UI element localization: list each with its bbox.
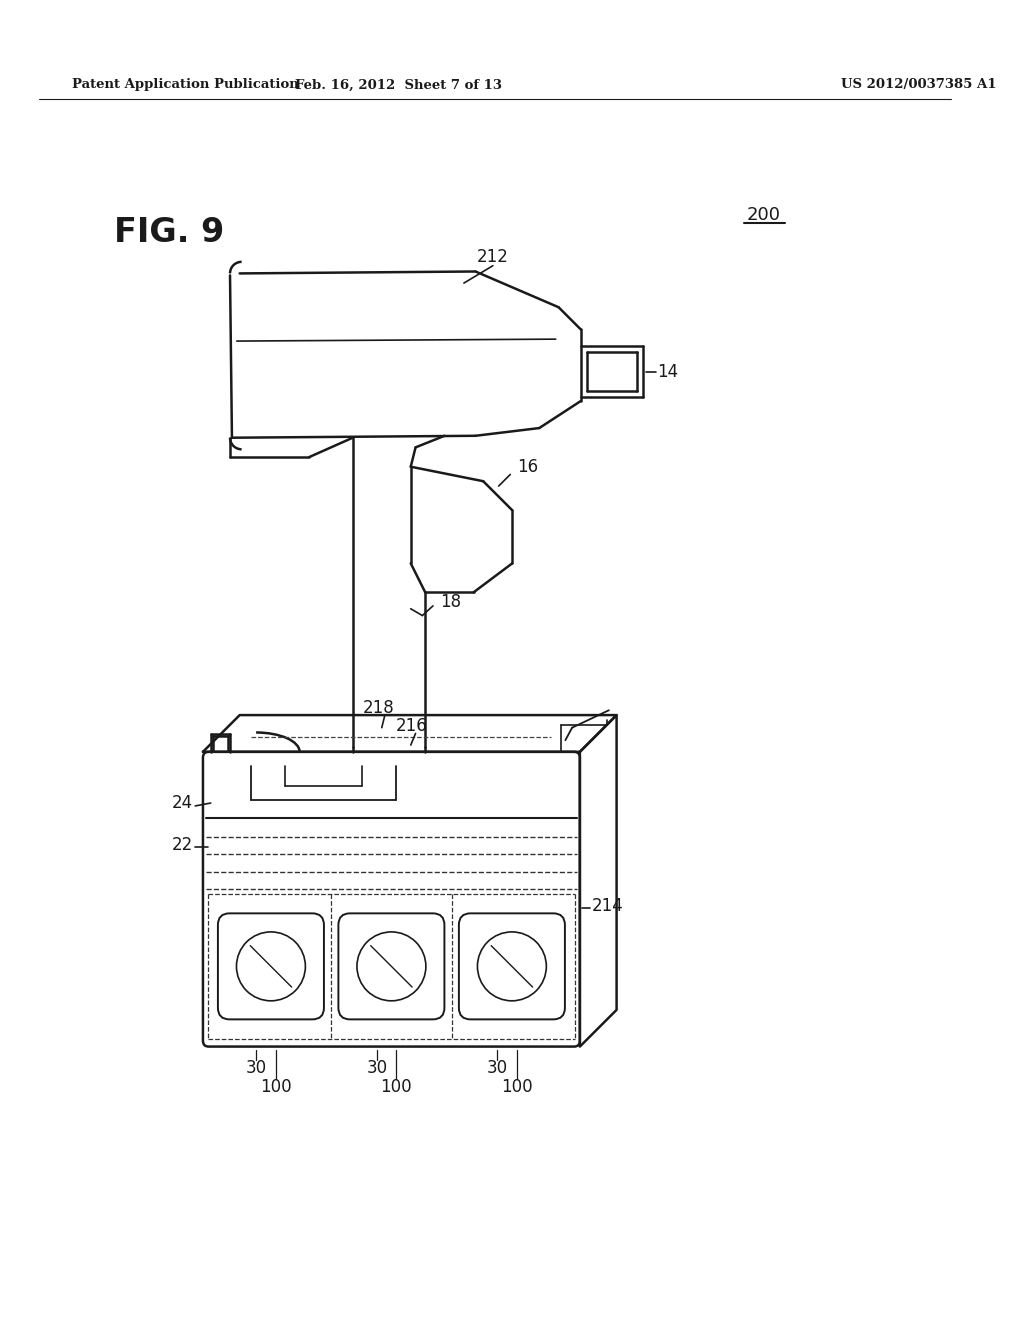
Text: 24: 24 bbox=[172, 795, 194, 812]
Text: 30: 30 bbox=[486, 1059, 508, 1077]
Text: 200: 200 bbox=[746, 206, 780, 224]
Text: 100: 100 bbox=[260, 1078, 292, 1096]
Text: 16: 16 bbox=[517, 458, 539, 475]
Text: 214: 214 bbox=[592, 898, 624, 916]
Text: 30: 30 bbox=[367, 1059, 387, 1077]
Text: 22: 22 bbox=[172, 836, 194, 854]
Text: 212: 212 bbox=[477, 248, 509, 267]
Text: Feb. 16, 2012  Sheet 7 of 13: Feb. 16, 2012 Sheet 7 of 13 bbox=[295, 78, 502, 91]
Text: 100: 100 bbox=[501, 1078, 532, 1096]
Text: FIG. 9: FIG. 9 bbox=[114, 216, 224, 249]
Text: 30: 30 bbox=[246, 1059, 267, 1077]
Text: 218: 218 bbox=[362, 700, 394, 717]
Text: Patent Application Publication: Patent Application Publication bbox=[73, 78, 299, 91]
Text: 216: 216 bbox=[396, 717, 428, 735]
Text: 18: 18 bbox=[439, 593, 461, 611]
Text: US 2012/0037385 A1: US 2012/0037385 A1 bbox=[841, 78, 996, 91]
Text: 100: 100 bbox=[381, 1078, 412, 1096]
Text: 14: 14 bbox=[657, 363, 678, 381]
